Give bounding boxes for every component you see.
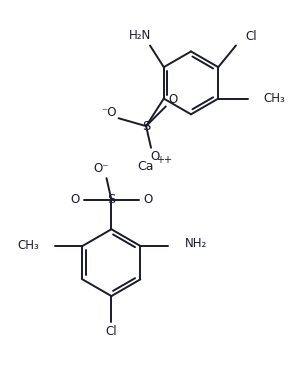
Text: Cl: Cl — [246, 30, 257, 43]
Text: Cl: Cl — [106, 325, 117, 338]
Text: NH₂: NH₂ — [184, 237, 207, 250]
Text: O: O — [143, 193, 152, 206]
Text: O: O — [168, 93, 177, 106]
Text: S: S — [107, 193, 116, 206]
Text: CH₃: CH₃ — [263, 92, 285, 105]
Text: S: S — [142, 120, 150, 133]
Text: ⁻O: ⁻O — [101, 106, 116, 119]
Text: O⁻: O⁻ — [94, 162, 109, 175]
Text: Ca: Ca — [137, 160, 153, 173]
Text: O: O — [150, 150, 159, 163]
Text: CH₃: CH₃ — [17, 240, 39, 252]
Text: ++: ++ — [156, 156, 172, 165]
Text: O: O — [70, 193, 80, 206]
Text: H₂N: H₂N — [129, 29, 151, 42]
